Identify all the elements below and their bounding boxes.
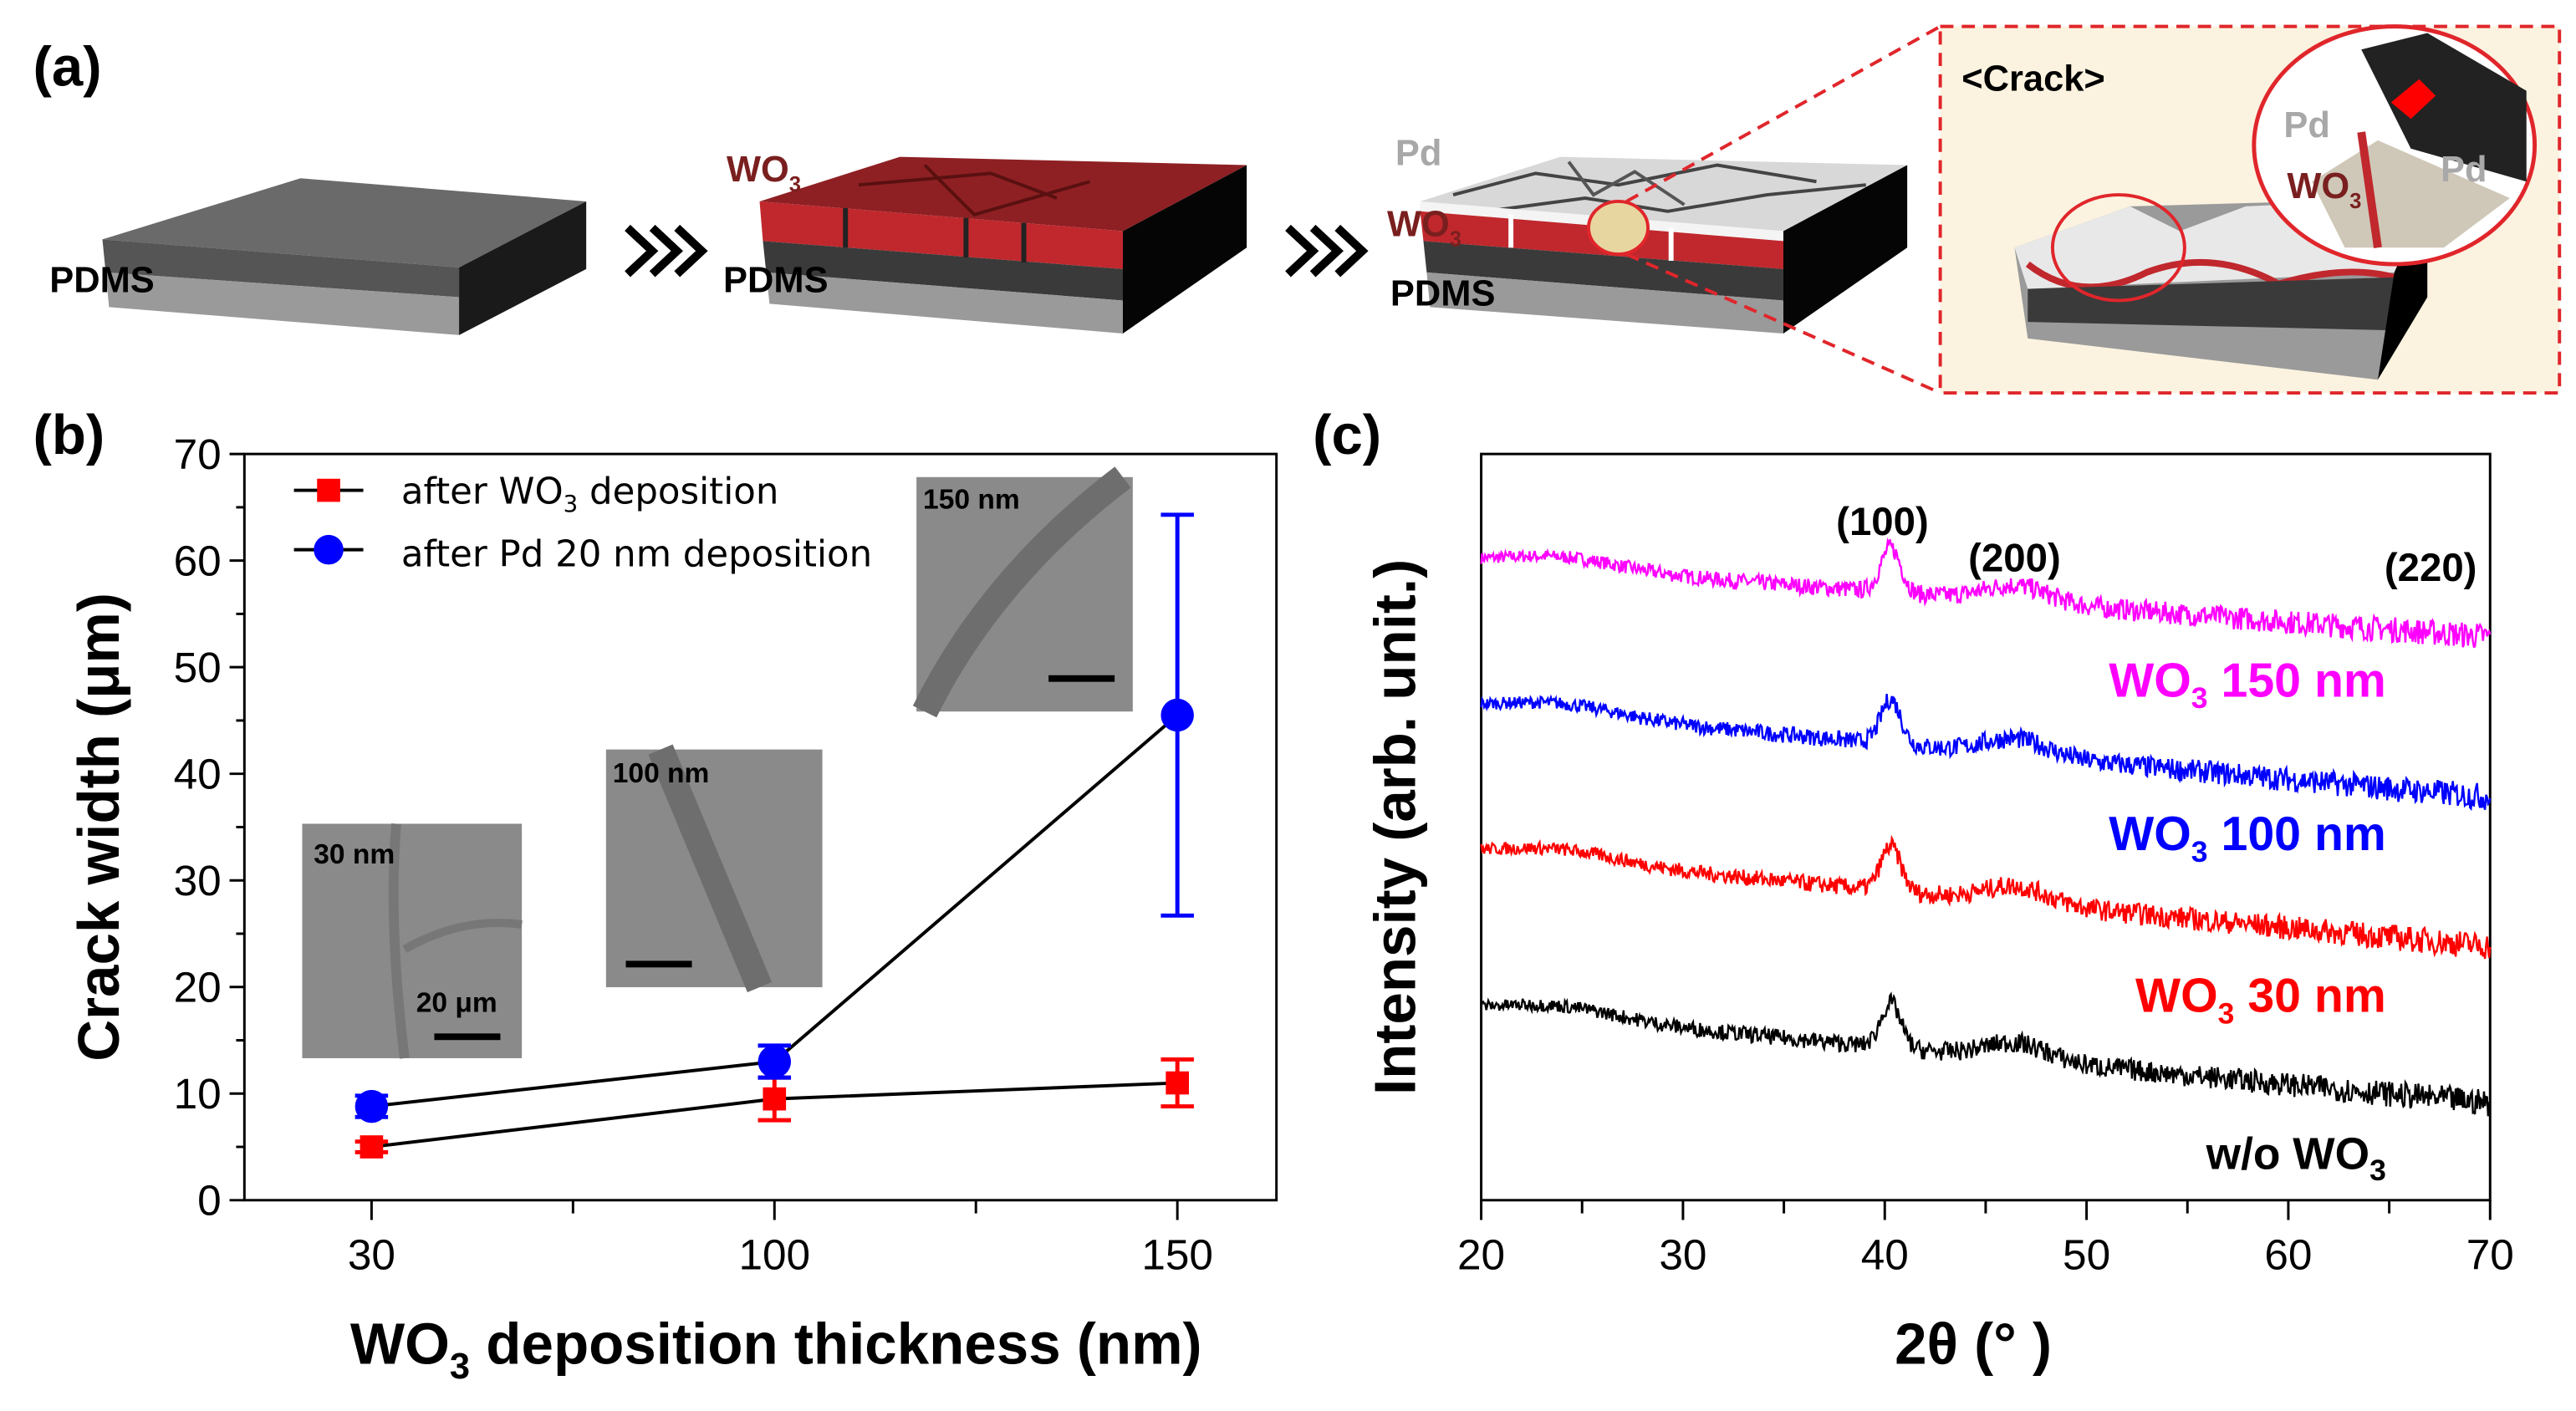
wo3-label: WO3 [727, 150, 801, 196]
series-label: WO3 100 nm [2109, 807, 2386, 869]
x-tick-label: 70 [2466, 1231, 2514, 1279]
y-tick-label: 0 [197, 1177, 222, 1225]
xrd-curve [1480, 537, 2492, 649]
pdms-label: PDMS [49, 261, 155, 301]
x-tick-label: 40 [1861, 1231, 1909, 1279]
pd-wo3-pdms-block: Pd WO3 PDMS [1387, 133, 1908, 334]
panel-b-letter: (b) [33, 404, 105, 466]
xrd-curve [1480, 834, 2492, 960]
scale-bar [1048, 675, 1115, 682]
legend-label: after Pd 20 nm deposition [401, 533, 872, 575]
series-label: WO3 30 nm [2135, 970, 2386, 1031]
sem-inset-150nm: 150 nm [912, 466, 1133, 718]
panel-a-letter: (a) [33, 36, 102, 99]
panel-c-letter: (c) [1313, 404, 1381, 466]
wo3-label: WO3 [1387, 204, 1461, 251]
x-axis-title: WO3 deposition thickness (nm) [350, 1311, 1202, 1387]
panel-c: (c) 20 30 40 50 60 70 Intensity (arb. unit.) … [1313, 404, 2514, 1376]
data-point-circle [757, 1045, 792, 1078]
pd-label: Pd [1395, 133, 1442, 173]
y-axis-title: Crack width (μm) [66, 593, 131, 1062]
inset-label: 30 nm [314, 839, 395, 870]
x-axis: 20 30 40 50 60 70 [1457, 1200, 2514, 1279]
y-tick-label: 70 [174, 430, 222, 478]
y-axis: 0 10 20 30 40 50 60 70 [174, 430, 245, 1225]
peak-label-220: (220) [2385, 546, 2477, 590]
inset-label: 150 nm [923, 484, 1020, 515]
series-label: w/o WO3 [2206, 1129, 2386, 1187]
wo3-label: WO3 [2287, 166, 2361, 213]
xrd-curve [1480, 991, 2492, 1117]
data-point-circle [1160, 698, 1194, 732]
chevron-arrow-icon [1285, 224, 1369, 278]
scale-bar-label: 20 μm [416, 988, 497, 1019]
x-tick-label: 150 [1141, 1231, 1213, 1279]
series-label: WO3 150 nm [2109, 654, 2386, 715]
data-point-square [763, 1087, 787, 1111]
pdms-block: PDMS [49, 178, 587, 335]
arrow-icon [2390, 79, 2436, 120]
crack-label: <Crack> [1961, 59, 2104, 99]
peak-label-100: (100) [1836, 500, 1929, 544]
inset-label: 100 nm [613, 758, 710, 789]
zoom-line [1625, 252, 1941, 395]
scale-bar [434, 1033, 501, 1041]
x-axis: 30 100 150 [348, 1200, 1213, 1279]
x-tick-label: 100 [738, 1231, 810, 1279]
zoom-line [1625, 24, 1941, 203]
sem-inset-100nm: 100 nm [605, 744, 823, 993]
pd-label: Pd [2441, 150, 2487, 190]
pdms-label: PDMS [723, 261, 829, 301]
y-tick-label: 30 [174, 857, 222, 904]
y-tick-label: 50 [174, 644, 222, 691]
x-axis-title: 2θ (° ) [1895, 1311, 2052, 1376]
y-tick-label: 20 [174, 964, 222, 1011]
y-tick-label: 40 [174, 750, 222, 797]
chevron-arrow-icon [625, 224, 708, 278]
x-tick-label: 60 [2264, 1231, 2312, 1279]
data-point-square [1166, 1071, 1190, 1095]
x-tick-label: 30 [348, 1231, 395, 1279]
legend-circle-marker [314, 534, 344, 565]
y-tick-label: 60 [174, 537, 222, 584]
sem-inset-30nm: 30 nm 20 μm [302, 823, 523, 1059]
pd-label: Pd [2283, 105, 2330, 145]
panel-a: (a) PDMS WO3 PDMS [33, 24, 2562, 395]
series-layer [355, 512, 1194, 1159]
legend-label: after WO3 deposition [401, 471, 778, 517]
xrd-curve [1480, 693, 2492, 812]
x-tick-label: 20 [1457, 1231, 1505, 1279]
y-axis-title: Intensity (arb. unit.) [1363, 559, 1428, 1095]
series-layer [1480, 537, 2492, 1117]
crack-inset: <Crack> Pd WO3 Pd [1938, 24, 2562, 395]
data-point-circle [355, 1089, 389, 1123]
wo3-pdms-block: WO3 PDMS [723, 150, 1247, 334]
legend: after WO3 deposition after Pd 20 nm depo… [293, 471, 872, 575]
peak-label-200: (200) [1968, 536, 2061, 580]
legend-square-marker [317, 478, 340, 502]
data-point-square [360, 1135, 384, 1159]
pdms-label: PDMS [1390, 273, 1496, 313]
series-labels: WO3 150 nm WO3 100 nm WO3 30 nm w/o WO3 [2109, 654, 2386, 1187]
panel-b: (b) 0 10 20 30 40 50 60 70 30 100 150 Crack width… [33, 404, 1278, 1387]
y-tick-label: 10 [174, 1070, 222, 1118]
scale-bar [625, 960, 692, 968]
x-tick-label: 50 [2063, 1231, 2110, 1279]
x-tick-label: 30 [1659, 1231, 1706, 1279]
